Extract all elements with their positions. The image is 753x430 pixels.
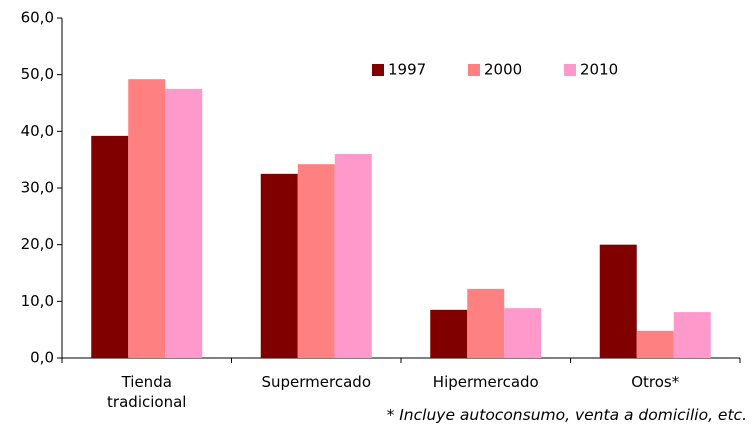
bar [636, 330, 674, 358]
legend-label: 2010 [580, 61, 618, 79]
y-tick-label: 40,0 [21, 122, 54, 140]
footnote: * Incluye autoconsumo, venta a domicilio… [386, 406, 747, 424]
bar [504, 308, 542, 358]
bar [673, 312, 711, 358]
bar [165, 88, 203, 358]
y-tick-label: 10,0 [21, 292, 54, 310]
y-tick-label: 30,0 [21, 179, 54, 197]
legend-swatch [564, 64, 576, 76]
legend-swatch [372, 64, 384, 76]
bar [91, 135, 129, 358]
y-tick-label: 50,0 [21, 65, 54, 83]
x-tick-label: Otros* [631, 373, 680, 391]
bar [599, 244, 637, 358]
x-tick-label: Supermercado [261, 373, 372, 391]
bar [467, 288, 505, 358]
bar [430, 309, 468, 358]
x-tick-label: Hipermercado [432, 373, 539, 391]
y-tick-label: 20,0 [21, 235, 54, 253]
bar [260, 173, 298, 358]
legend-label: 1997 [388, 61, 426, 79]
bar [128, 79, 166, 358]
legend-label: 2000 [484, 61, 522, 79]
x-tick-label: Tienda tradicional [107, 373, 187, 411]
legend-swatch [468, 64, 480, 76]
y-tick-label: 60,0 [21, 9, 54, 27]
y-tick-label: 0,0 [30, 349, 54, 367]
bar [334, 154, 372, 358]
bar [297, 164, 335, 358]
